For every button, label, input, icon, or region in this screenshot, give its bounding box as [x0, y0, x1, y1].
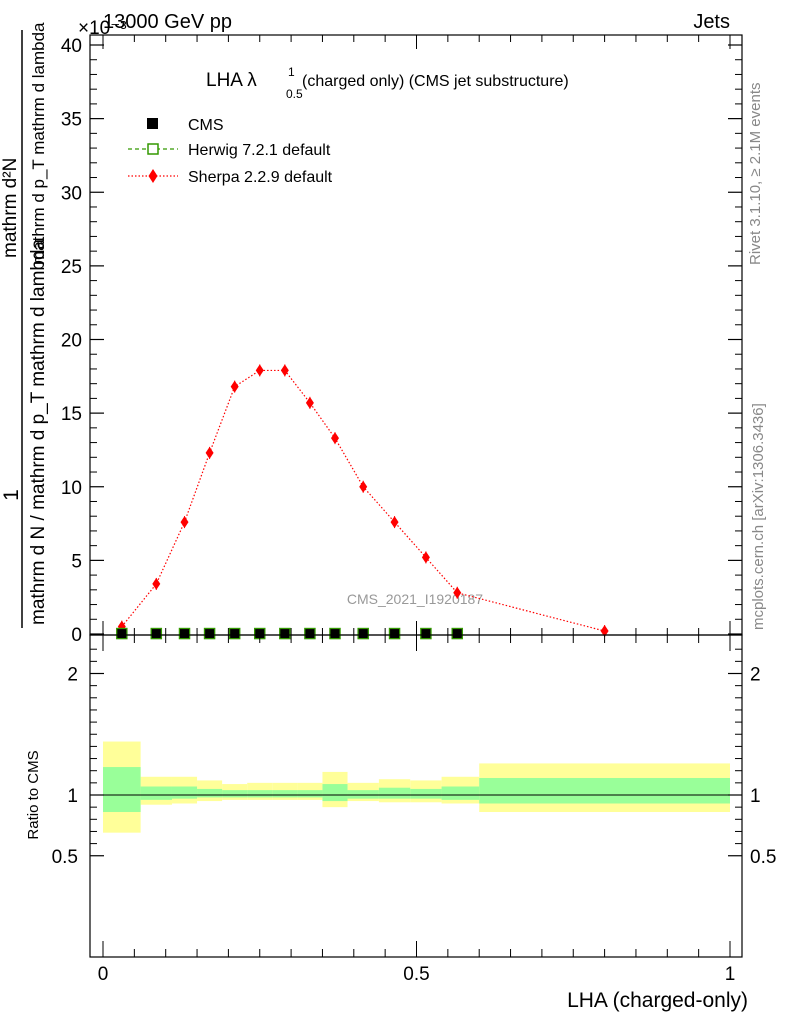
ratio-ylabel: Ratio to CMS [25, 750, 42, 839]
main-y-ticks: 0 5 10 15 20 25 30 35 40 [61, 35, 742, 646]
sherpa-point [152, 577, 161, 590]
y-tick-label: 40 [61, 36, 82, 57]
legend-herwig-label: Herwig 7.2.1 default [188, 142, 331, 159]
cms-point [358, 629, 368, 639]
y-tick-label: 30 [61, 183, 82, 204]
ylabel-numerator: mathrm d²N [0, 158, 21, 258]
ratio-band-green [378, 787, 411, 799]
ratio-y-tick-label-right: 0.5 [750, 847, 776, 868]
y-tick-label: 20 [61, 331, 82, 352]
sherpa-point [421, 551, 430, 564]
legend: CMS Herwig 7.2.1 default Sherpa 2.2.9 de… [128, 117, 333, 186]
ratio-band-green [103, 767, 141, 813]
title-superscript: 1 [288, 65, 295, 79]
legend-sherpa-marker [148, 169, 158, 183]
sherpa-point [205, 446, 214, 459]
y-tick-label: 10 [61, 478, 82, 499]
ratio-band-green [347, 790, 379, 799]
sherpa-point [280, 364, 289, 377]
ratio-y-tick-label: 0.5 [52, 847, 78, 868]
watermark: CMS_2021_I1920187 [347, 591, 483, 607]
ylabel-numerator-den: mathrm d p_T mathrm d lambda [29, 22, 48, 265]
y-tick-label: 15 [61, 404, 82, 425]
ratio-band-green [479, 777, 730, 804]
ratio-band-green [441, 786, 480, 800]
legend-sherpa-label: Sherpa 2.2.9 default [188, 169, 333, 186]
ratio-band-green [322, 784, 348, 802]
legend-cms-label: CMS [188, 117, 224, 134]
cms-point [205, 629, 215, 639]
main-series [116, 364, 609, 640]
cms-point [230, 629, 240, 639]
plot-title: LHA λ 1 0.5 (charged only) (CMS jet subs… [206, 65, 569, 101]
ratio-band-green [410, 788, 442, 799]
ylabel-denominator: mathrm d N / mathrm d p_T mathrm d lambd… [28, 238, 49, 625]
ratio-band-green [247, 790, 273, 798]
legend-cms-marker [147, 118, 158, 129]
sherpa-point [600, 625, 609, 638]
title-subscript: 0.5 [286, 87, 303, 101]
ratio-band-green [272, 790, 298, 798]
cms-point [280, 629, 290, 639]
cms-point [117, 629, 127, 639]
ratio-band-green [197, 788, 223, 798]
ratio-bands [103, 741, 730, 833]
ratio-ticks: 0.5 0.5 1 1 2 2 0 0.5 1 [52, 635, 776, 985]
sherpa-point [359, 480, 368, 493]
sherpa-point [390, 516, 399, 529]
ratio-band-green [171, 786, 198, 799]
x-tick-label: 1 [725, 964, 736, 985]
x-tick-label: 0 [98, 964, 109, 985]
y-tick-label: 0 [71, 625, 82, 646]
y-exponent: ×10⁻³ [78, 18, 127, 39]
sherpa-point [255, 364, 264, 377]
ylabel-one: 1 [0, 489, 23, 501]
cms-point [330, 629, 340, 639]
header-right: Jets [693, 11, 730, 33]
x-tick-label: 0.5 [403, 964, 429, 985]
cms-point [180, 629, 190, 639]
y-tick-label: 5 [71, 551, 82, 572]
cms-point [421, 629, 431, 639]
cms-point [255, 629, 265, 639]
y-tick-label: 35 [61, 110, 82, 131]
ratio-y-tick-label: 1 [67, 786, 78, 807]
legend-herwig-marker [147, 143, 159, 155]
sherpa-point [330, 432, 339, 445]
cms-point [390, 629, 400, 639]
ratio-band-green [222, 790, 248, 798]
ratio-y-tick-label-right: 1 [750, 786, 761, 807]
y-tick-label: 25 [61, 257, 82, 278]
rivet-label: Rivet 3.1.10, ≥ 2.1M events [747, 83, 764, 266]
ratio-band-green [297, 790, 323, 798]
ratio-y-tick-label-right: 2 [750, 665, 761, 686]
sherpa-point [305, 396, 314, 409]
cms-point [151, 629, 161, 639]
title-main: LHA λ [206, 70, 257, 91]
title-rest: (charged only) (CMS jet substructure) [302, 73, 569, 90]
ratio-y-tick-label: 2 [67, 665, 78, 686]
header-left: 13000 GeV pp [103, 11, 232, 33]
main-ylabel: 1 mathrm d N / mathrm d p_T mathrm d lam… [0, 22, 49, 628]
cms-point [452, 629, 462, 639]
sherpa-point [180, 516, 189, 529]
cms-point [305, 629, 315, 639]
ratio-band-green [140, 786, 172, 800]
mcplots-label: mcplots.cern.ch [arXiv:1306.3436] [750, 403, 767, 630]
sherpa-point [230, 380, 239, 393]
x-axis-label: LHA (charged-only) [567, 989, 748, 1012]
sherpa-point [453, 586, 462, 599]
